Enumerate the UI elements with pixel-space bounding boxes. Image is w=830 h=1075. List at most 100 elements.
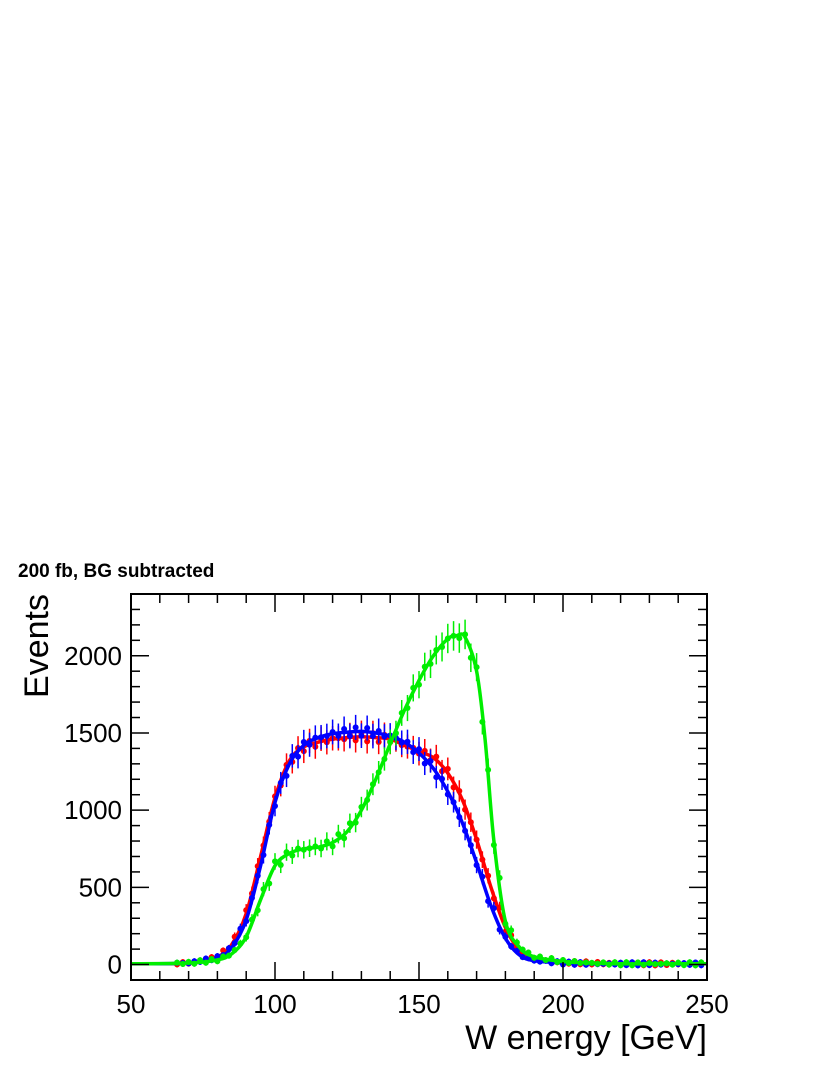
data-point [364,738,371,745]
data-point [536,953,543,960]
data-point [300,846,307,853]
data-point [416,681,422,688]
data-point [243,934,250,941]
y-tick-label: 0 [108,950,122,980]
data-point [513,947,520,954]
data-point [473,862,480,869]
data-point [479,856,486,863]
data-point [289,852,296,859]
data-point [214,953,221,960]
data-point [237,925,244,932]
data-point [358,804,365,811]
plot-frame [130,593,708,981]
data-point [485,872,492,879]
data-point [485,766,492,773]
data-point [335,831,342,838]
data-point [404,738,411,745]
data-point [375,727,382,734]
data-point [450,784,457,791]
data-point [300,739,307,746]
data-point [254,907,261,914]
data-point [686,959,693,966]
data-point [318,845,325,852]
data-point [692,962,699,969]
series-2 [130,619,707,969]
data-point [456,814,463,821]
data-point [220,947,227,954]
data-point [680,962,687,969]
data-point [295,753,302,760]
data-point [185,958,192,965]
data-point [352,724,359,731]
data-point [594,960,601,967]
series-layer [130,619,707,969]
data-point [669,961,676,968]
data-point [341,726,348,733]
data-point [519,946,526,953]
data-point [231,940,238,947]
x-tick-label: 150 [397,989,440,1019]
y-axis-label: Events [18,594,56,698]
data-point [675,959,682,966]
data-point [473,836,480,843]
data-point [231,947,238,954]
data-point [295,845,302,852]
data-point [266,880,273,887]
data-point [410,749,417,756]
data-point [416,746,422,753]
y-tick-label: 1500 [64,718,122,748]
x-axis-label: W energy [GeV] [465,1019,707,1057]
data-point [387,738,394,745]
data-point [542,957,549,964]
data-point [479,873,486,880]
data-point [283,772,290,779]
data-point [444,765,451,772]
data-point [329,843,336,850]
data-point [560,957,566,964]
data-point [657,960,664,967]
data-point [174,959,181,966]
data-point [277,861,284,868]
data-point [433,753,440,760]
data-point [272,858,278,865]
data-point [502,920,509,927]
data-point [381,733,388,740]
data-point [439,775,446,782]
data-point [243,918,250,925]
data-point [404,705,411,712]
data-point [519,954,526,961]
data-point [479,718,486,725]
data-point [364,797,371,804]
data-point [421,760,428,767]
data-point [318,734,325,741]
data-point [531,954,538,961]
data-point [652,961,659,968]
data-point [202,959,209,966]
x-tick-label: 100 [253,989,296,1019]
data-point [369,781,376,788]
data-point [456,787,463,794]
y-tick-label: 1000 [64,795,122,825]
data-point [358,732,365,739]
data-point [433,646,440,653]
data-point [646,960,653,967]
data-point [439,643,446,650]
data-point [427,660,434,667]
data-point [220,953,227,960]
data-point [473,664,480,671]
data-point [456,635,463,642]
data-point [508,927,515,934]
data-point [490,895,497,902]
data-point [375,769,382,776]
data-point [179,960,186,967]
data-point [289,752,296,759]
data-point [617,962,624,969]
x-tick-label: 250 [685,989,728,1019]
data-point [462,631,469,638]
data-point [640,961,647,968]
data-point [444,791,451,798]
data-point [577,960,584,967]
data-point [312,843,319,850]
data-point [663,960,670,967]
